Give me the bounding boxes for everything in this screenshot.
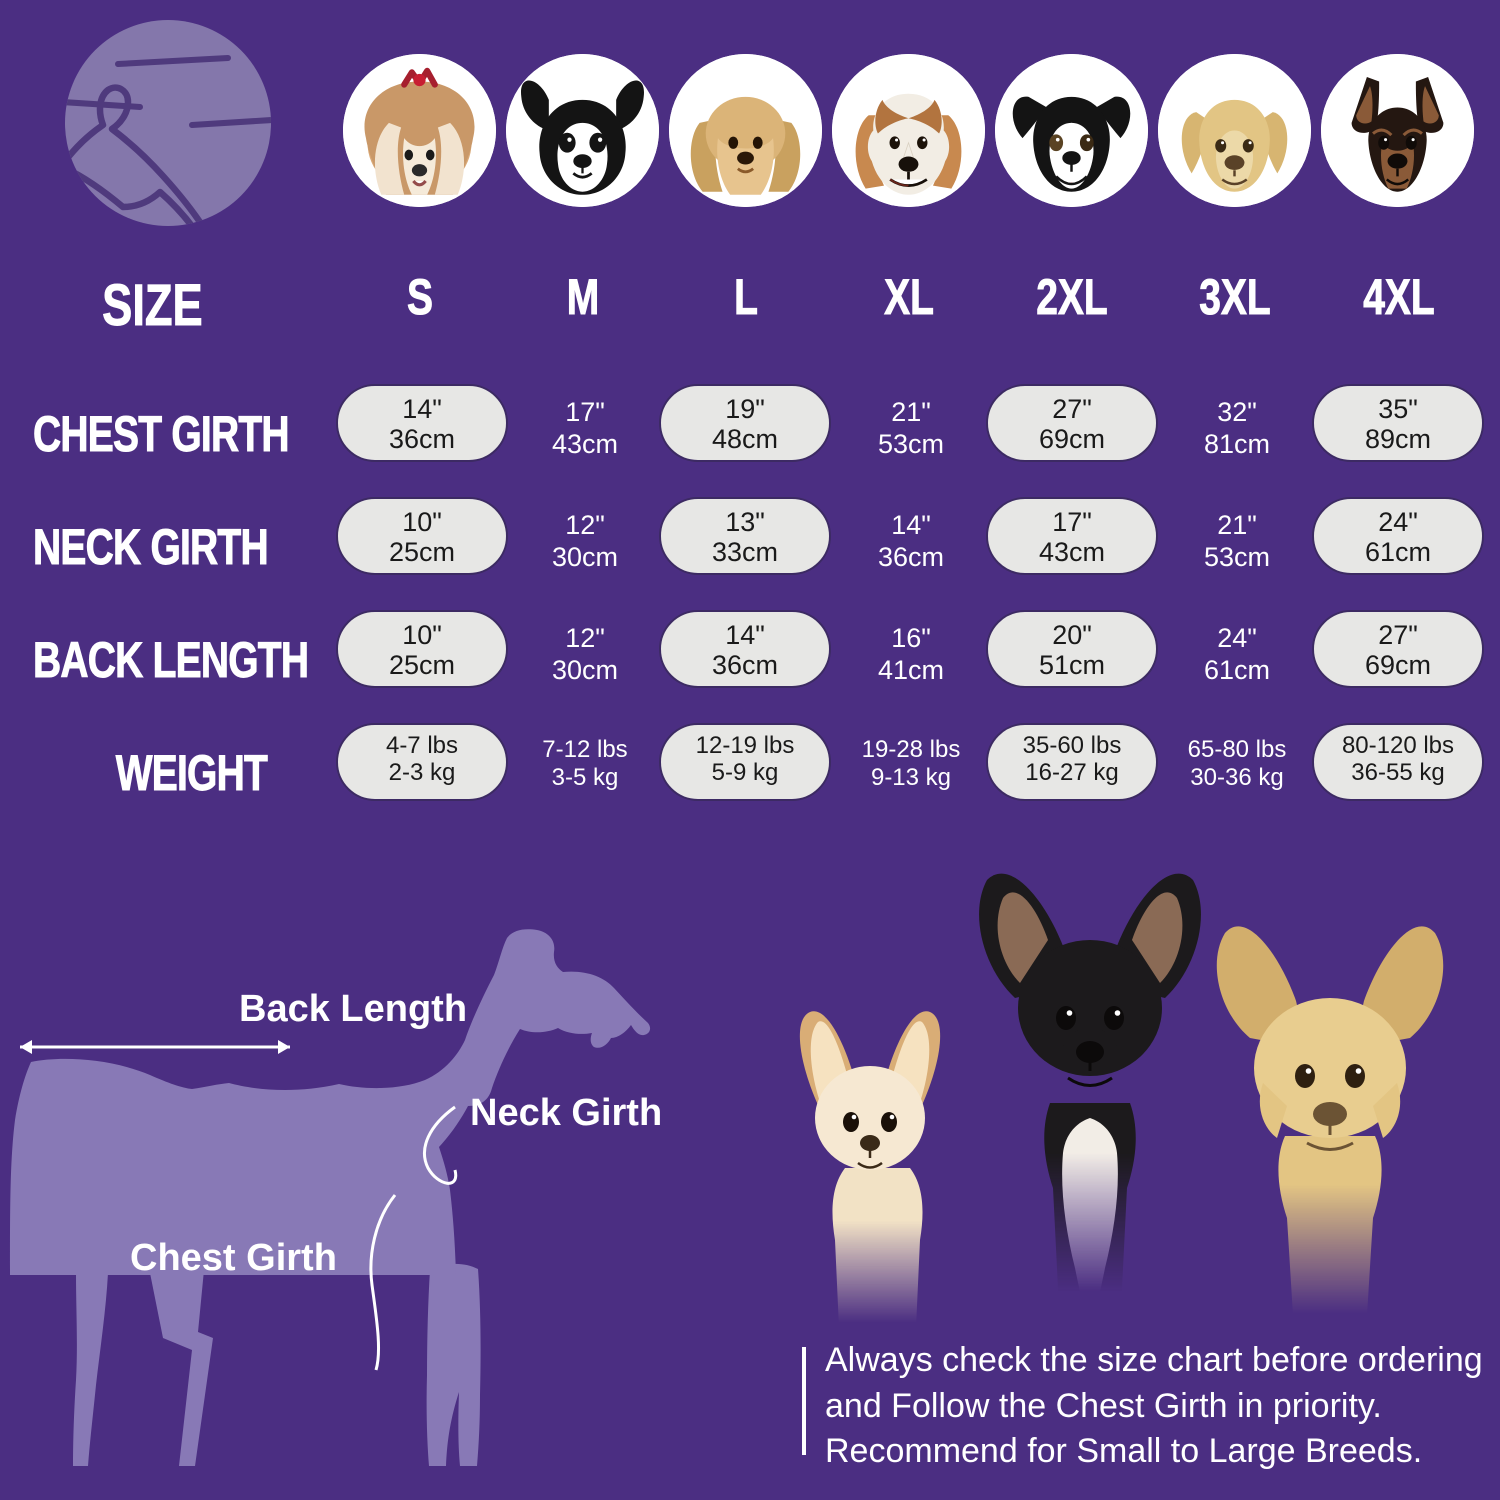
svg-text:Back Length: Back Length bbox=[239, 988, 467, 1030]
svg-text:Neck Girth: Neck Girth bbox=[470, 1092, 662, 1134]
svg-text:Chest Girth: Chest Girth bbox=[130, 1237, 337, 1279]
